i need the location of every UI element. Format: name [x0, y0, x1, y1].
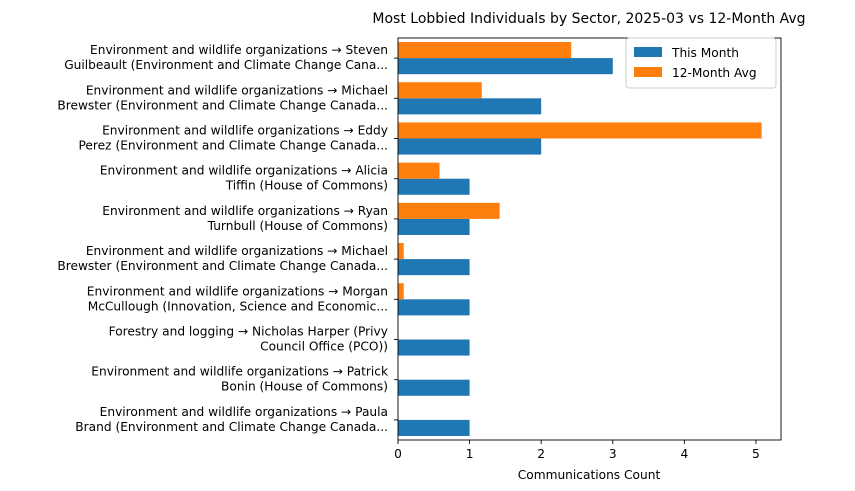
x-tick-label: 3	[609, 447, 617, 461]
bar-this-month-0	[398, 58, 613, 75]
chart-title: Most Lobbied Individuals by Sector, 2025…	[372, 11, 805, 27]
y-tick-label: Environment and wildlife organizations →…	[75, 405, 388, 434]
y-tick-label: Environment and wildlife organizations →…	[100, 164, 388, 193]
bar-this-month-4	[398, 218, 470, 235]
legend-entry-0: This Month	[671, 46, 739, 60]
y-tick-label: Environment and wildlife organizations →…	[102, 204, 388, 233]
bar-this-month-5	[398, 259, 470, 276]
y-tick-label: Environment and wildlife organizations →…	[57, 244, 388, 273]
bar-this-month-2	[398, 138, 542, 155]
y-tick-label: Environment and wildlife organizations →…	[64, 43, 388, 72]
y-tick-label: Forestry and logging → Nicholas Harper (…	[109, 325, 388, 354]
x-tick-label: 2	[537, 447, 545, 461]
bar-this-month-7	[398, 339, 470, 356]
bar-12-month-avg-0	[398, 42, 572, 59]
bar-12-month-avg-4	[398, 202, 500, 219]
y-tick-label: Environment and wildlife organizations →…	[91, 365, 389, 394]
bar-12-month-avg-6	[398, 283, 404, 300]
bar-this-month-6	[398, 299, 470, 316]
axes-frame	[397, 37, 782, 441]
legend-entry-1: 12-Month Avg	[672, 66, 757, 80]
x-tick-label: 0	[394, 447, 402, 461]
plot-area: 0 1 2 3 4 5 Environment and wildlife organizat…	[57, 37, 782, 461]
bar-12-month-avg-3	[398, 162, 440, 179]
bar-12-month-avg-5	[398, 243, 404, 260]
bar-this-month-3	[398, 178, 470, 195]
bar-12-month-avg-1	[398, 82, 482, 99]
bar-this-month-8	[398, 379, 470, 396]
bar-this-month-1	[398, 98, 542, 115]
y-tick-label: Environment and wildlife organizations →…	[87, 284, 388, 313]
y-tick-label: Environment and wildlife organizations →…	[57, 83, 388, 112]
x-axis-label: Communications Count	[518, 468, 661, 482]
bar-this-month-9	[398, 419, 470, 436]
x-tick-label: 1	[466, 447, 474, 461]
x-tick-label: 4	[680, 447, 688, 461]
x-tick-label: 5	[752, 447, 760, 461]
y-tick-label: Environment and wildlife organizations →…	[79, 124, 388, 153]
legend-box	[625, 37, 777, 89]
legend-swatch-0	[634, 47, 662, 57]
legend: This Month 12-Month Avg	[625, 37, 777, 89]
bar-12-month-avg-2	[398, 122, 762, 139]
legend-swatch-1	[634, 67, 662, 77]
